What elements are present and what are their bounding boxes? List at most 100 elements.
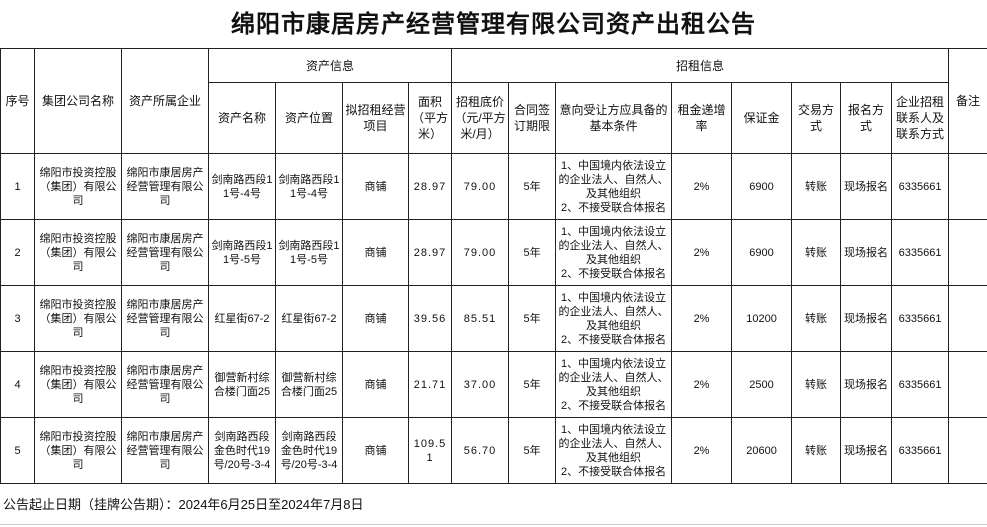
cell-trade: 转账 [791, 153, 842, 220]
header-asset-location: 资产位置 [275, 82, 343, 154]
cell-price: 79.00 [451, 153, 510, 220]
cell-business: 商铺 [342, 219, 409, 286]
cell-price: 56.70 [451, 417, 510, 484]
cell-signup: 现场报名 [840, 285, 893, 352]
cell-price: 79.00 [451, 219, 510, 286]
cell-area: 28.97 [407, 219, 453, 286]
cell-term: 5年 [508, 285, 557, 352]
header-area: 面积（平方米） [407, 82, 453, 154]
cell-remark [948, 219, 987, 286]
table-row: 4 绵阳市投资控股（集团）有限公司 绵阳市康居房产经营管理有限公司 御营新村综合楼门面… [0, 351, 987, 418]
cell-business: 商铺 [342, 351, 409, 418]
header-rent-info: 招租信息 [451, 48, 950, 83]
cell-signup: 现场报名 [840, 153, 893, 220]
cell-trade: 转账 [791, 351, 842, 418]
cell-name: 剑南路西段金色时代19号/20号-3-4 [208, 417, 276, 484]
header-deposit: 保证金 [731, 82, 793, 154]
header-asset-name: 资产名称 [208, 82, 276, 154]
table-row: 2 绵阳市投资控股（集团）有限公司 绵阳市康居房产经营管理有限公司 剑南路西段11号-… [0, 219, 987, 286]
cell-deposit: 2500 [731, 351, 793, 418]
cell-business: 商铺 [342, 153, 409, 220]
cell-deposit: 6900 [731, 153, 793, 220]
cell-location: 剑南路西段11号-4号 [275, 153, 343, 220]
cell-seq: 1 [0, 153, 35, 220]
header-term: 合同签订期限 [508, 82, 557, 154]
cell-group: 绵阳市投资控股（集团）有限公司 [34, 285, 122, 352]
table-row: 5 绵阳市投资控股（集团）有限公司 绵阳市康居房产经营管理有限公司 剑南路西段金色时代… [0, 417, 987, 484]
table-row: 3 绵阳市投资控股（集团）有限公司 绵阳市康居房产经营管理有限公司 红星街67-2 红星… [0, 285, 987, 352]
header-signup: 报名方式 [840, 82, 893, 154]
cell-location: 红星街67-2 [275, 285, 343, 352]
header-trade: 交易方式 [791, 82, 842, 154]
cell-group: 绵阳市投资控股（集团）有限公司 [34, 219, 122, 286]
cell-increase: 2% [671, 351, 733, 418]
cell-trade: 转账 [791, 219, 842, 286]
cell-seq: 5 [0, 417, 35, 484]
cell-remark [948, 417, 987, 484]
announcement-period: 公告起止日期（挂牌公告期）：2024年6月25日至2024年7月8日 [0, 484, 987, 525]
cell-name: 御营新村综合楼门面25 [208, 351, 276, 418]
cell-conditions: 1、中国境内依法设立的企业法人、自然人、及其他组织 2、不接受联合体报名 [555, 351, 673, 418]
header-price: 招租底价（元/平方米/月） [451, 82, 510, 154]
cell-increase: 2% [671, 417, 733, 484]
cell-area: 39.56 [407, 285, 453, 352]
cell-contact: 6335661 [891, 153, 950, 220]
cell-term: 5年 [508, 153, 557, 220]
cell-name: 红星街67-2 [208, 285, 276, 352]
header-increase: 租金递增率 [671, 82, 733, 154]
cell-seq: 3 [0, 285, 35, 352]
cell-signup: 现场报名 [840, 351, 893, 418]
cell-trade: 转账 [791, 417, 842, 484]
cell-signup: 现场报名 [840, 417, 893, 484]
page-title: 绵阳市康居房产经营管理有限公司资产出租公告 [231, 11, 756, 38]
cell-group: 绵阳市投资控股（集团）有限公司 [34, 351, 122, 418]
cell-deposit: 20600 [731, 417, 793, 484]
cell-business: 商铺 [342, 285, 409, 352]
cell-conditions: 1、中国境内依法设立的企业法人、自然人、及其他组织 2、不接受联合体报名 [555, 153, 673, 220]
cell-increase: 2% [671, 285, 733, 352]
cell-increase: 2% [671, 219, 733, 286]
header-contact: 企业招租联系人及联系方式 [891, 82, 950, 154]
cell-group: 绵阳市投资控股（集团）有限公司 [34, 417, 122, 484]
cell-business: 商铺 [342, 417, 409, 484]
cell-conditions: 1、中国境内依法设立的企业法人、自然人、及其他组织 2、不接受联合体报名 [555, 285, 673, 352]
header-business: 拟招租经营项目 [342, 82, 409, 154]
header-seq: 序号 [0, 48, 35, 154]
cell-increase: 2% [671, 153, 733, 220]
cell-seq: 2 [0, 219, 35, 286]
header-conditions: 意向受让方应具备的基本条件 [555, 82, 673, 154]
cell-deposit: 6900 [731, 219, 793, 286]
cell-term: 5年 [508, 351, 557, 418]
header-group: 集团公司名称 [34, 48, 122, 154]
cell-contact: 6335661 [891, 351, 950, 418]
cell-term: 5年 [508, 417, 557, 484]
cell-owner: 绵阳市康居房产经营管理有限公司 [121, 351, 209, 418]
cell-area: 109.51 [407, 417, 453, 484]
cell-name: 剑南路西段11号-5号 [208, 219, 276, 286]
cell-price: 85.51 [451, 285, 510, 352]
cell-remark [948, 153, 987, 220]
cell-seq: 4 [0, 351, 35, 418]
cell-conditions: 1、中国境内依法设立的企业法人、自然人、及其他组织 2、不接受联合体报名 [555, 417, 673, 484]
cell-contact: 6335661 [891, 285, 950, 352]
cell-deposit: 10200 [731, 285, 793, 352]
header-owner: 资产所属企业 [121, 48, 209, 154]
cell-trade: 转账 [791, 285, 842, 352]
cell-term: 5年 [508, 219, 557, 286]
cell-conditions: 1、中国境内依法设立的企业法人、自然人、及其他组织 2、不接受联合体报名 [555, 219, 673, 286]
cell-location: 剑南路西段金色时代19号/20号-3-4 [275, 417, 343, 484]
cell-owner: 绵阳市康居房产经营管理有限公司 [121, 219, 209, 286]
table-row: 1 绵阳市投资控股（集团）有限公司 绵阳市康居房产经营管理有限公司 剑南路西段11号-… [0, 153, 987, 220]
cell-remark [948, 285, 987, 352]
cell-price: 37.00 [451, 351, 510, 418]
cell-group: 绵阳市投资控股（集团）有限公司 [34, 153, 122, 220]
cell-location: 剑南路西段11号-5号 [275, 219, 343, 286]
header-remark: 备注 [948, 48, 987, 154]
cell-owner: 绵阳市康居房产经营管理有限公司 [121, 285, 209, 352]
cell-contact: 6335661 [891, 417, 950, 484]
cell-remark [948, 351, 987, 418]
rental-table: 序号 集团公司名称 资产所属企业 资产信息 招租信息 备注 资产名称 资产位置 … [0, 48, 987, 484]
cell-name: 剑南路西段11号-4号 [208, 153, 276, 220]
cell-area: 21.71 [407, 351, 453, 418]
cell-contact: 6335661 [891, 219, 950, 286]
